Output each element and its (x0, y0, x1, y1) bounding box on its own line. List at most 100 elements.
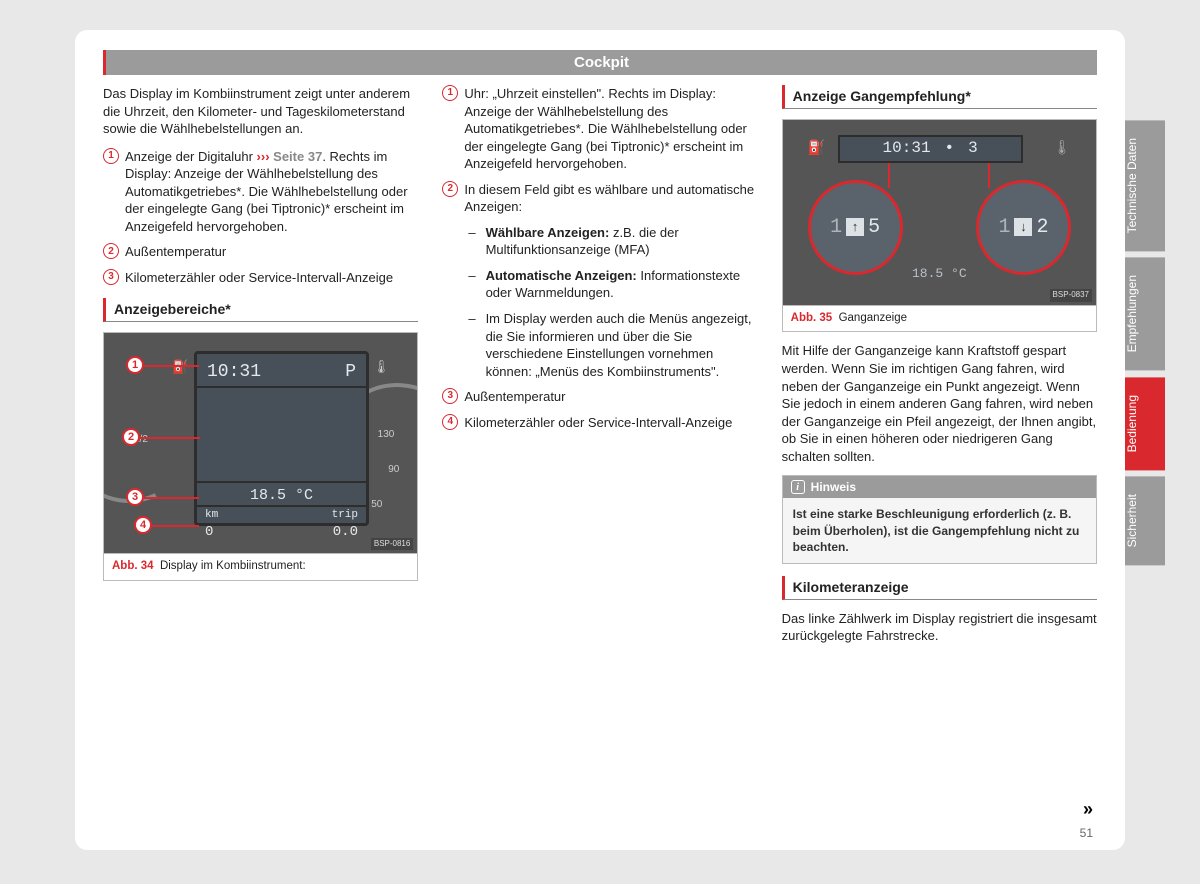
c2-marker-4: 4 (442, 414, 458, 430)
c2-item-4-text: Kilometerzähler oder Service-Intervall-A… (464, 414, 757, 432)
dash-1-bold: Wählbare Anzeigen: (486, 225, 610, 240)
cline-2 (140, 437, 200, 439)
fig35-caption: Abb. 35 Ganganzeige (783, 305, 1096, 332)
callout-3: 3 (126, 488, 144, 506)
temp-icon-35: 🌡 (1053, 138, 1071, 157)
img-ref-34: BSP-0816 (371, 538, 413, 551)
cline-3 (144, 497, 199, 499)
tab-technische-daten[interactable]: Technische Daten (1125, 120, 1165, 251)
t130: 130 (378, 428, 395, 442)
redline-right (988, 163, 990, 188)
item-1-pre: Anzeige der Digitaluhr (125, 149, 257, 164)
trip-label: trip (332, 509, 358, 521)
hint-box: i Hinweis Ist eine starke Beschleunigung… (782, 475, 1097, 564)
c2-item-4: 4 Kilometerzähler oder Service-Intervall… (442, 414, 757, 432)
manual-page: Cockpit Das Display im Kombiinstrument z… (75, 30, 1125, 850)
gear-para: Mit Hilfe der Ganganzeige kann Kraftstof… (782, 342, 1097, 465)
gear-circle-left: 1 ↑ 5 (808, 180, 903, 275)
c2-item-1-text: Uhr: „Uhrzeit einstellen". Rechts im Dis… (464, 85, 757, 173)
temp-35: 18.5 °C (912, 265, 967, 283)
info-icon: i (791, 480, 805, 494)
cline-4 (152, 525, 199, 527)
tab-bedienung[interactable]: Bedienung (1125, 377, 1165, 470)
gear-circle-right: 1 ↓ 2 (976, 180, 1071, 275)
c2-item-1: 1 Uhr: „Uhrzeit einstellen". Rechts im D… (442, 85, 757, 173)
dash-2-text: Automatische Anzeigen: Informationstexte… (486, 267, 758, 302)
dashboard-35: ⛽ 🌡 10:31 • 3 1 ↑ 5 (783, 120, 1096, 305)
callout-4: 4 (134, 516, 152, 534)
bot-row: km 0 trip 0.0 (197, 507, 366, 543)
item-3-text: Kilometerzähler oder Service-Intervall-A… (125, 269, 418, 287)
up-arrow-icon: ↑ (846, 218, 864, 236)
side-tabs: Technische Daten Empfehlungen Bedienung … (1125, 120, 1165, 572)
c2-item-2-text: In diesem Feld gibt es wählbare und auto… (464, 181, 757, 216)
top-row-35: 10:31 • 3 (838, 135, 1023, 163)
km-label: km (205, 509, 218, 521)
gear-35: 3 (968, 138, 978, 160)
cline-1 (144, 365, 199, 367)
c2-marker-3: 3 (442, 388, 458, 404)
item-2-text: Außentemperatur (125, 243, 418, 261)
c2-item-3-text: Außentemperatur (464, 388, 757, 406)
c2-item-3: 3 Außentemperatur (442, 388, 757, 406)
c2-marker-2: 2 (442, 181, 458, 197)
trip-value: 0.0 (333, 524, 358, 540)
clock-35: 10:31 (883, 138, 931, 160)
item-1: 1 Anzeige der Digitaluhr ››› Seite 37. R… (103, 148, 418, 236)
dash-2: Automatische Anzeigen: Informationstexte… (442, 267, 757, 302)
gear-value: P (345, 360, 356, 380)
temp-icon: 🌡 (373, 358, 390, 376)
continue-arrow-icon: » (1083, 799, 1093, 820)
fig34-caption: Abb. 34 Display im Kombiinstrument: (104, 553, 417, 580)
page-ref: Seite 37 (273, 149, 322, 164)
dot-indicator: • (945, 138, 955, 160)
dash-1-text: Wählbare Anzeigen: z.B. die der Multifun… (486, 224, 758, 259)
mid-box (197, 388, 366, 483)
intro-text: Das Display im Kombiinstrument zeigt unt… (103, 85, 418, 138)
column-1: Das Display im Kombiinstrument zeigt unt… (103, 85, 418, 655)
item-1-text: Anzeige der Digitaluhr ››› Seite 37. Rec… (125, 148, 418, 236)
page-number: 51 (1080, 826, 1093, 840)
fig35-label: Abb. 35 (791, 312, 833, 324)
dash-3: Im Display werden auch die Menüs angezei… (442, 310, 757, 380)
km-para: Das linke Zählwerk im Display registrier… (782, 610, 1097, 645)
column-2: 1 Uhr: „Uhrzeit einstellen". Rechts im D… (442, 85, 757, 655)
hint-title: Hinweis (811, 479, 856, 495)
figure-34: ⛽ 🌡 1/2 90 130 50 10:31 P 18.5 °C (103, 332, 418, 581)
img-ref-35: BSP-0837 (1050, 289, 1092, 302)
gear-left-val: 5 (868, 214, 880, 241)
chevrons-icon: ››› (257, 149, 270, 164)
callout-1: 1 (126, 356, 144, 374)
item-3: 3 Kilometerzähler oder Service-Intervall… (103, 269, 418, 287)
dash-3-text: Im Display werden auch die Menüs angezei… (486, 310, 758, 380)
columns: Das Display im Kombiinstrument zeigt unt… (103, 85, 1097, 655)
hint-body: Ist eine starke Beschleunigung erforderl… (783, 498, 1096, 563)
dash-1: Wählbare Anzeigen: z.B. die der Multifun… (442, 224, 757, 259)
section-anzeigebereiche: Anzeigebereiche* (103, 298, 418, 322)
section-gangempfehlung: Anzeige Gangempfehlung* (782, 85, 1097, 109)
tab-empfehlungen[interactable]: Empfehlungen (1125, 257, 1165, 370)
column-3: Anzeige Gangempfehlung* ⛽ 🌡 10:31 • 3 1 (782, 85, 1097, 655)
dash-2-bold: Automatische Anzeigen: (486, 268, 637, 283)
top-row: 10:31 P (197, 354, 366, 388)
redline-left (888, 163, 890, 188)
marker-1: 1 (103, 148, 119, 164)
fig34-label: Abb. 34 (112, 560, 154, 572)
c2-marker-1: 1 (442, 85, 458, 101)
km-value: 0 (205, 524, 213, 540)
display-screen: 10:31 P 18.5 °C km0 trip0.0 (194, 351, 369, 526)
tab-sicherheit[interactable]: Sicherheit (1125, 476, 1165, 565)
hint-header: i Hinweis (783, 476, 1096, 498)
item-2: 2 Außentemperatur (103, 243, 418, 261)
marker-2: 2 (103, 243, 119, 259)
dashboard-34: ⛽ 🌡 1/2 90 130 50 10:31 P 18.5 °C (104, 333, 417, 553)
marker-3: 3 (103, 269, 119, 285)
temp-row: 18.5 °C (197, 483, 366, 507)
t50: 50 (371, 498, 382, 512)
fig34-text: Display im Kombiinstrument: (160, 560, 306, 572)
fig35-text: Ganganzeige (839, 312, 907, 324)
fuel-icon-35: ⛽ (808, 138, 825, 157)
t90: 90 (388, 463, 399, 477)
figure-35: ⛽ 🌡 10:31 • 3 1 ↑ 5 (782, 119, 1097, 333)
down-arrow-icon: ↓ (1014, 218, 1032, 236)
